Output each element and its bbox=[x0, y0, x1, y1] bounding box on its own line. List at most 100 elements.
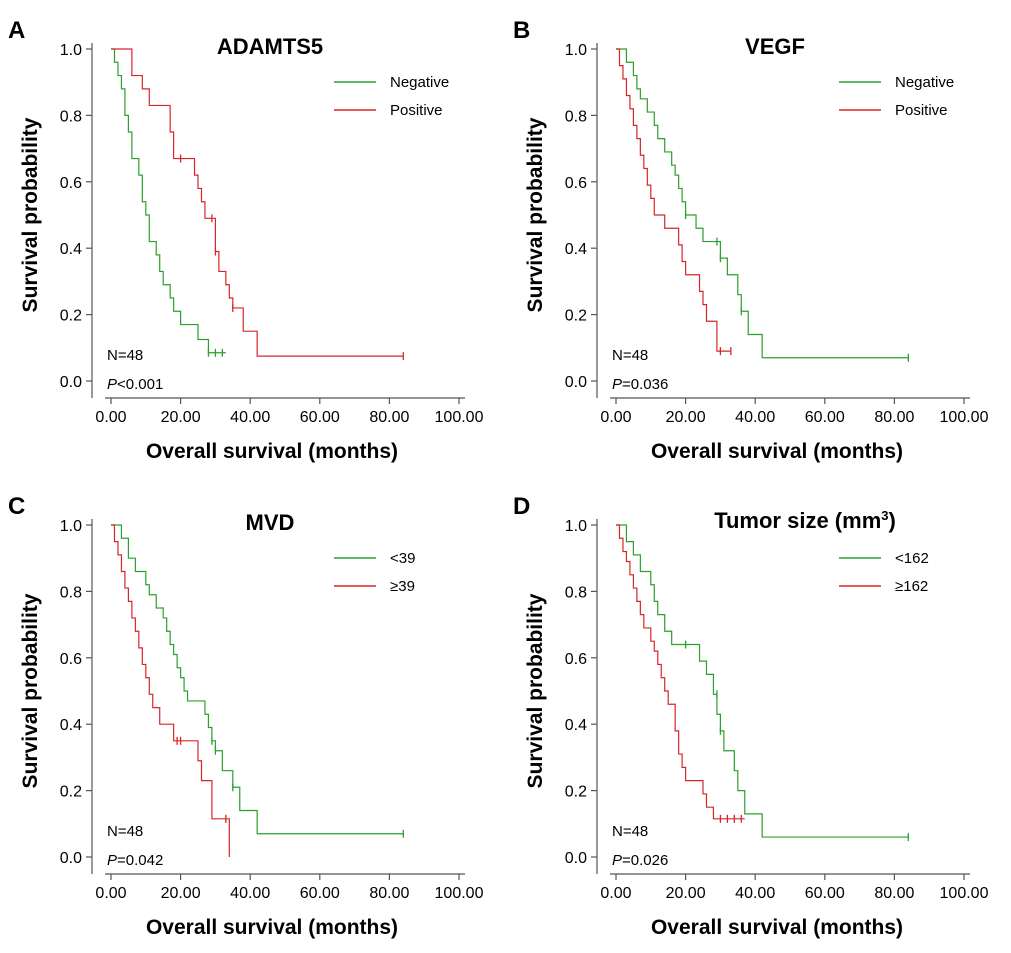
p-value-text: =0.036 bbox=[622, 376, 668, 393]
y-tick-label: 1.0 bbox=[565, 518, 587, 535]
y-tick-label: 0.0 bbox=[565, 850, 587, 867]
y-tick-label: 0.4 bbox=[565, 241, 587, 258]
legend-entry: <39 bbox=[390, 550, 415, 567]
y-tick-label: 0.6 bbox=[565, 175, 587, 192]
legend-entry: Positive bbox=[895, 102, 948, 119]
x-tick-label: 20.00 bbox=[161, 885, 201, 902]
y-tick-label: 0.0 bbox=[565, 374, 587, 391]
x-tick-label: 40.00 bbox=[230, 409, 270, 426]
survival-curve-group2 bbox=[111, 48, 404, 357]
y-tick-label: 0.8 bbox=[60, 108, 82, 125]
x-tick-label: 40.00 bbox=[230, 885, 270, 902]
x-axis-label: Overall survival (months) bbox=[651, 916, 903, 939]
x-tick-label: 60.00 bbox=[805, 885, 845, 902]
y-axis-label: Survival probability bbox=[524, 117, 547, 312]
chart-title: Tumor size (mm3) bbox=[714, 508, 896, 533]
y-axis-label: Survival probability bbox=[19, 117, 42, 312]
legend-entry: ≥39 bbox=[390, 578, 415, 595]
sample-size-label: N=48 bbox=[612, 823, 648, 840]
y-tick-label: 0.6 bbox=[60, 651, 82, 668]
x-tick-label: 60.00 bbox=[300, 409, 340, 426]
legend-entry: ≥162 bbox=[895, 578, 928, 595]
x-tick-label: 60.00 bbox=[805, 409, 845, 426]
x-tick-label: 80.00 bbox=[369, 409, 409, 426]
p-value-text: =0.042 bbox=[117, 852, 163, 869]
x-axis-label: Overall survival (months) bbox=[651, 440, 903, 463]
sample-size-label: N=48 bbox=[107, 347, 143, 364]
chart-title: VEGF bbox=[745, 34, 805, 59]
legend-entry: Negative bbox=[390, 74, 449, 91]
p-value-italic: P bbox=[107, 376, 117, 393]
x-tick-label: 40.00 bbox=[735, 409, 775, 426]
chart-title: ADAMTS5 bbox=[217, 34, 323, 59]
y-tick-label: 1.0 bbox=[60, 518, 82, 535]
x-tick-label: 60.00 bbox=[300, 885, 340, 902]
x-tick-label: 80.00 bbox=[874, 409, 914, 426]
panel-d: D Tumor size (mm3) 0.00 20.00 40.00 60.00 80.0… bbox=[505, 476, 1010, 952]
p-value-text: <0.001 bbox=[117, 376, 163, 393]
y-tick-label: 0.6 bbox=[565, 651, 587, 668]
y-tick-label: 1.0 bbox=[565, 42, 587, 59]
x-tick-label: 20.00 bbox=[161, 409, 201, 426]
x-tick-label: 80.00 bbox=[369, 885, 409, 902]
chart-title-main: Tumor size (mm bbox=[714, 508, 881, 533]
survival-curve-group2 bbox=[616, 524, 745, 820]
x-axis-label: Overall survival (months) bbox=[146, 916, 398, 939]
x-tick-label: 0.00 bbox=[600, 885, 631, 902]
x-tick-label: 0.00 bbox=[95, 409, 126, 426]
panel-c: C MVD 0.00 20.00 40.00 60.00 80.00 100.00 0.0 0.2… bbox=[0, 476, 505, 952]
p-value-label: P=0.026 bbox=[612, 852, 668, 869]
y-tick-label: 0.0 bbox=[60, 374, 82, 391]
legend-entry: Negative bbox=[895, 74, 954, 91]
y-tick-label: 0.8 bbox=[60, 584, 82, 601]
y-tick-label: 0.8 bbox=[565, 108, 587, 125]
y-tick-label: 0.4 bbox=[60, 717, 82, 734]
km-chart-a: A ADAMTS5 0.00 20.00 40.00 60.00 80.00 100.00 0.… bbox=[8, 17, 484, 463]
km-chart-c: C MVD 0.00 20.00 40.00 60.00 80.00 100.00 0.0 0.2… bbox=[8, 493, 484, 939]
x-tick-label: 100.00 bbox=[435, 885, 484, 902]
panel-letter: B bbox=[513, 17, 530, 44]
x-tick-label: 0.00 bbox=[95, 885, 126, 902]
x-tick-label: 0.00 bbox=[600, 409, 631, 426]
chart-title-superscript: 3 bbox=[881, 508, 888, 523]
survival-curve-group2 bbox=[616, 48, 731, 352]
p-value-italic: P bbox=[612, 852, 622, 869]
km-chart-b: B VEGF 0.00 20.00 40.00 60.00 80.00 100.00 0.0 0.… bbox=[513, 17, 989, 463]
x-tick-label: 80.00 bbox=[874, 885, 914, 902]
y-axis-label: Survival probability bbox=[524, 593, 547, 788]
p-value-text: =0.026 bbox=[622, 852, 668, 869]
sample-size-label: N=48 bbox=[107, 823, 143, 840]
p-value-italic: P bbox=[612, 376, 622, 393]
x-tick-label: 100.00 bbox=[435, 409, 484, 426]
legend-entry: <162 bbox=[895, 550, 929, 567]
p-value-italic: P bbox=[107, 852, 117, 869]
panel-letter: A bbox=[8, 17, 25, 44]
y-tick-label: 0.8 bbox=[565, 584, 587, 601]
x-tick-label: 20.00 bbox=[666, 409, 706, 426]
y-tick-label: 0.6 bbox=[60, 175, 82, 192]
p-value-label: P=0.042 bbox=[107, 852, 163, 869]
survival-curve-group1 bbox=[616, 524, 909, 838]
panel-b: B VEGF 0.00 20.00 40.00 60.00 80.00 100.00 0.0 0.… bbox=[505, 0, 1010, 476]
y-tick-label: 0.4 bbox=[565, 717, 587, 734]
legend-entry: Positive bbox=[390, 102, 443, 119]
survival-curve-group2 bbox=[111, 524, 230, 857]
x-tick-label: 100.00 bbox=[940, 409, 989, 426]
x-tick-label: 20.00 bbox=[666, 885, 706, 902]
survival-curve-group1 bbox=[111, 524, 404, 835]
x-tick-label: 100.00 bbox=[940, 885, 989, 902]
y-tick-label: 0.4 bbox=[60, 241, 82, 258]
survival-curve-group1 bbox=[111, 48, 226, 354]
y-tick-label: 0.2 bbox=[60, 308, 82, 325]
sample-size-label: N=48 bbox=[612, 347, 648, 364]
y-tick-label: 1.0 bbox=[60, 42, 82, 59]
panel-letter: C bbox=[8, 493, 25, 520]
p-value-label: P<0.001 bbox=[107, 376, 163, 393]
km-chart-d: D Tumor size (mm3) 0.00 20.00 40.00 60.00 80.0… bbox=[513, 493, 989, 939]
y-tick-label: 0.2 bbox=[565, 308, 587, 325]
p-value-label: P=0.036 bbox=[612, 376, 668, 393]
panel-a: A ADAMTS5 0.00 20.00 40.00 60.00 80.00 100.00 0.… bbox=[0, 0, 505, 476]
y-tick-label: 0.2 bbox=[565, 784, 587, 801]
y-tick-label: 0.2 bbox=[60, 784, 82, 801]
